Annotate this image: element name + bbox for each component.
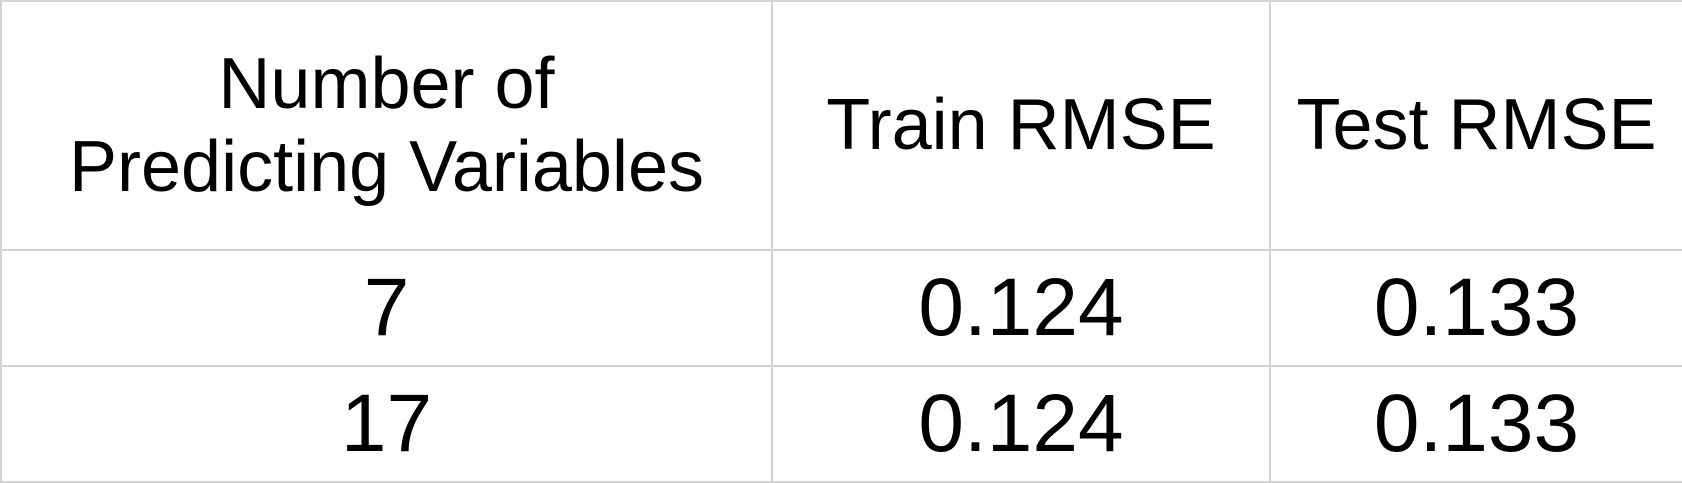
table-row: 7 0.124 0.133: [0, 249, 1682, 367]
header-number-of-predicting-variables: Number of Predicting Variables: [0, 0, 773, 251]
cell-test-rmse: 0.133: [1269, 365, 1682, 483]
cell-num-variables: 17: [0, 365, 773, 483]
cell-test-rmse: 0.133: [1269, 249, 1682, 367]
cell-train-rmse: 0.124: [771, 365, 1271, 483]
cell-num-variables: 7: [0, 249, 773, 367]
table-row: 17 0.124 0.133: [0, 365, 1682, 483]
table-header-row: Number of Predicting Variables Train RMS…: [0, 0, 1682, 251]
header-train-rmse: Train RMSE: [771, 0, 1271, 251]
header-test-rmse: Test RMSE: [1269, 0, 1682, 251]
header-line: Predicting Variables: [69, 126, 704, 207]
header-line: Train RMSE: [826, 85, 1216, 166]
header-line: Number of: [218, 43, 555, 124]
header-line: Test RMSE: [1296, 85, 1657, 166]
cell-train-rmse: 0.124: [771, 249, 1271, 367]
